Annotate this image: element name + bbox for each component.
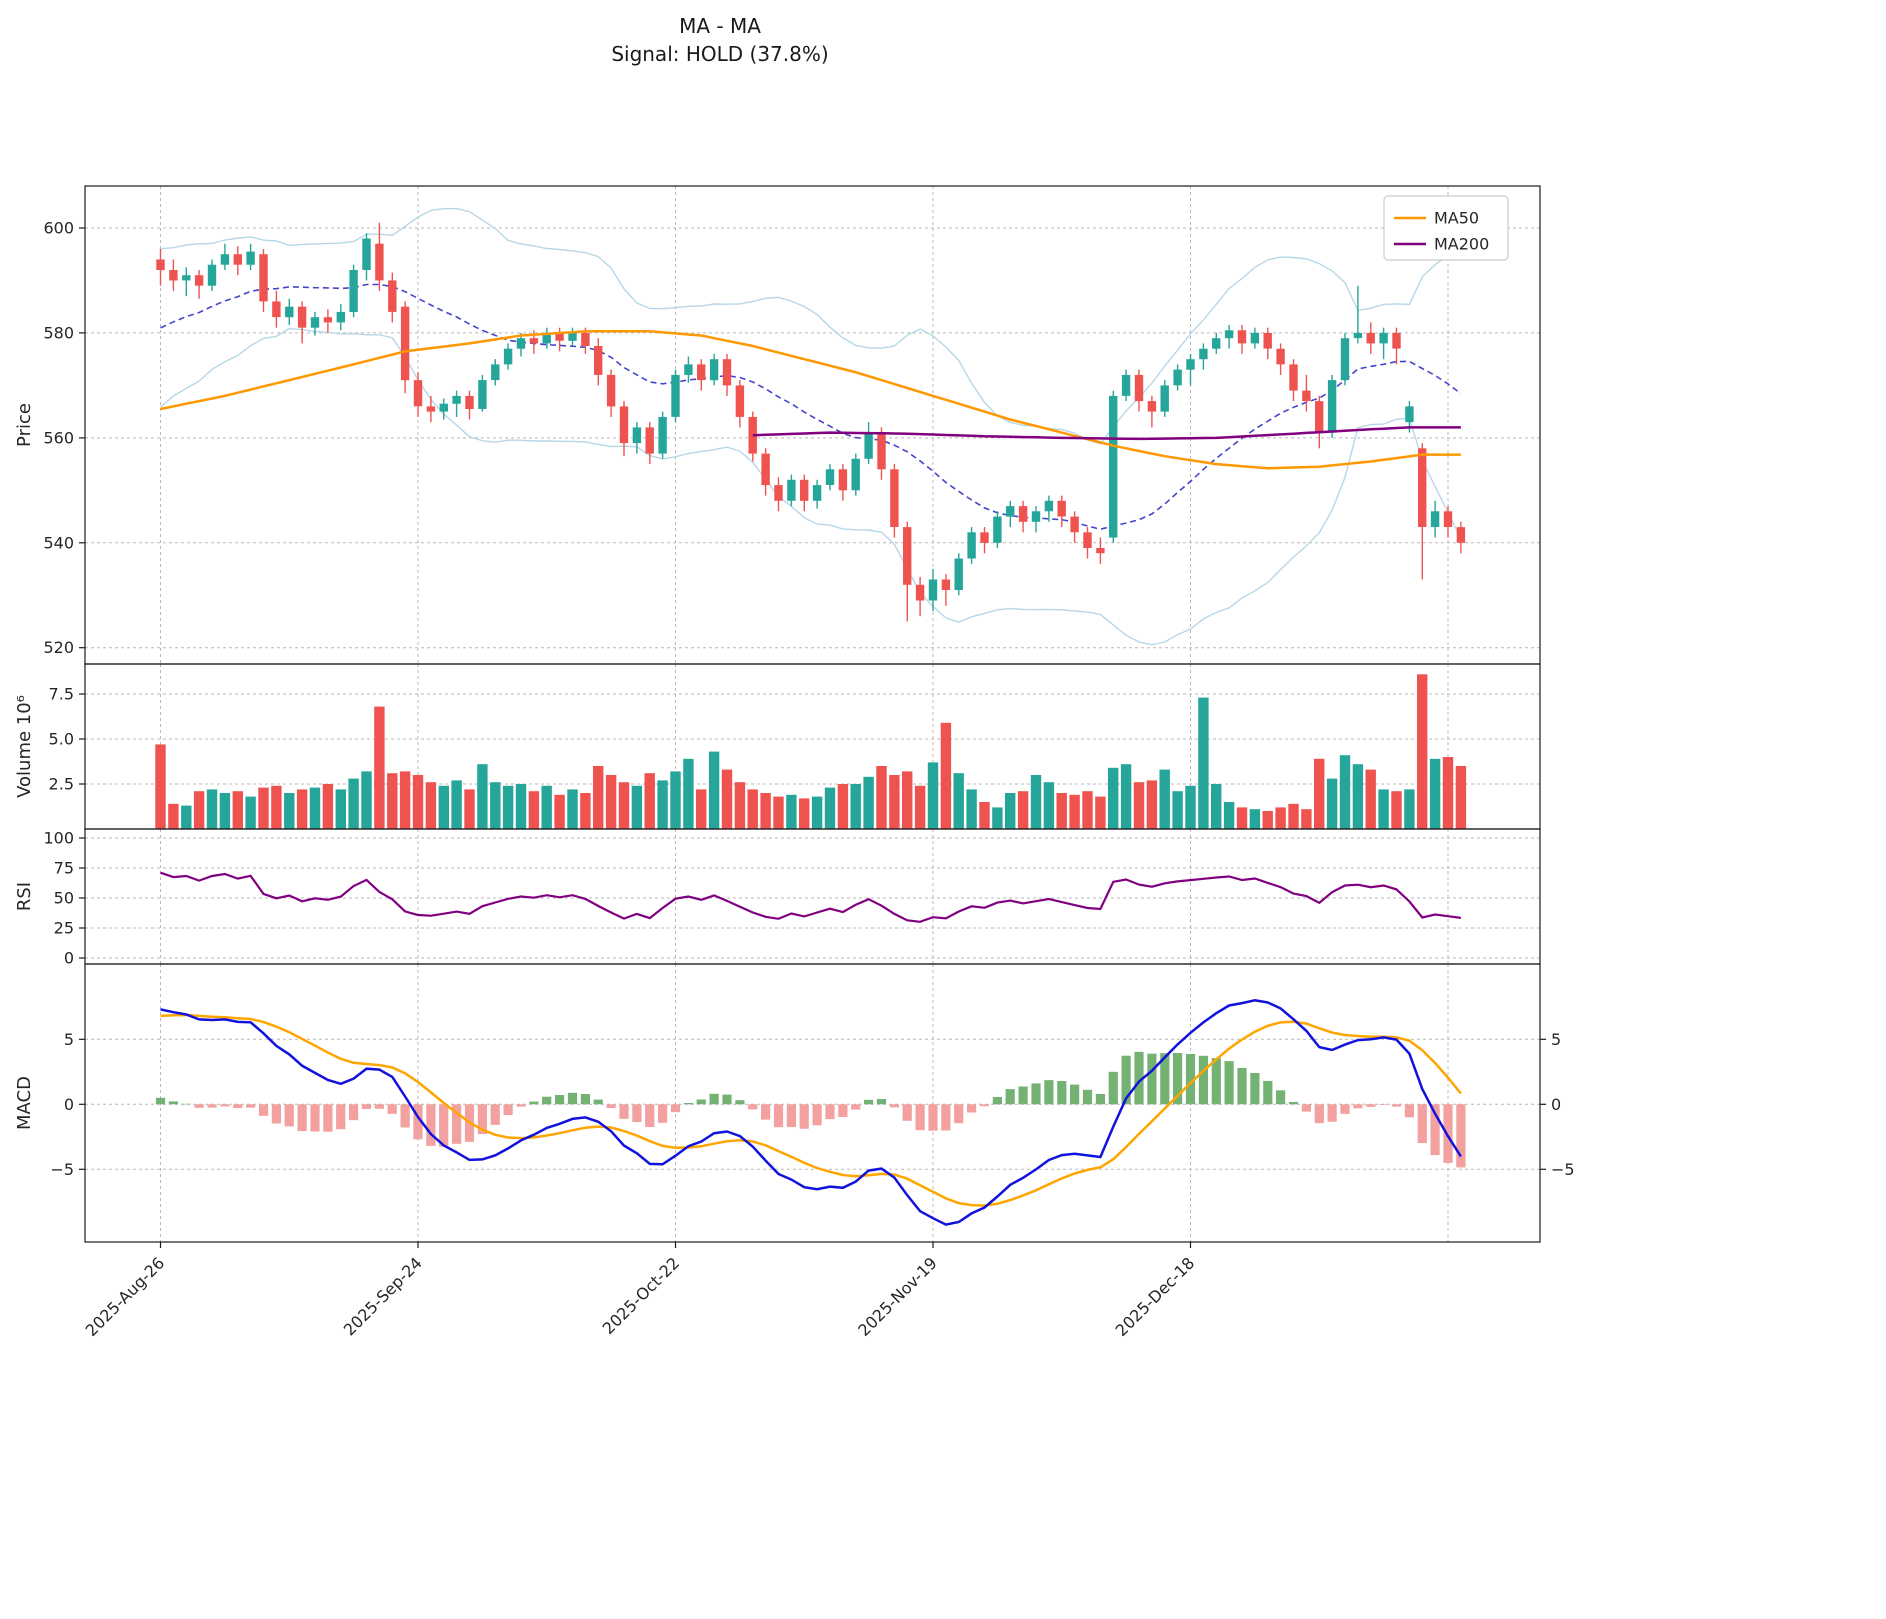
legend-ma200-label: MA200 bbox=[1434, 235, 1489, 254]
svg-text:50: 50 bbox=[54, 889, 74, 908]
x-axis: 2025-Aug-26 2025-Sep-24 2025-Oct-22 2025-No… bbox=[82, 1242, 1199, 1340]
svg-text:0: 0 bbox=[1551, 1095, 1561, 1114]
bb-lower-line bbox=[160, 327, 1462, 646]
macd-axis-title: MACD bbox=[14, 1076, 35, 1130]
macd-axis: −5 0 5 −5 0 5 bbox=[50, 1030, 1574, 1179]
bb-mid-line bbox=[160, 283, 1462, 531]
rsi-line bbox=[160, 871, 1462, 923]
bb-upper-line bbox=[160, 207, 1462, 445]
panel-borders bbox=[84, 185, 1541, 1243]
svg-text:0: 0 bbox=[64, 1095, 74, 1114]
rsi-axis: 0 25 50 75 100 bbox=[43, 829, 85, 968]
volume-axis: 2.5 5.0 7.5 bbox=[49, 685, 85, 794]
svg-text:5: 5 bbox=[1551, 1030, 1561, 1049]
svg-text:580: 580 bbox=[43, 323, 74, 342]
price-axis: 520 540 560 580 600 bbox=[43, 219, 85, 657]
svg-text:25: 25 bbox=[54, 919, 74, 938]
chart-signal-subtitle: Signal: HOLD (37.8%) bbox=[611, 42, 829, 66]
svg-text:−5: −5 bbox=[50, 1160, 74, 1179]
svg-text:5: 5 bbox=[64, 1030, 74, 1049]
svg-text:2025-Dec-18: 2025-Dec-18 bbox=[1112, 1253, 1199, 1340]
chart-title: MA - MA bbox=[679, 14, 761, 38]
svg-text:5.0: 5.0 bbox=[49, 730, 74, 749]
candlesticks bbox=[156, 222, 1466, 622]
svg-text:2025-Oct-22: 2025-Oct-22 bbox=[599, 1253, 684, 1338]
rsi-axis-title: RSI bbox=[14, 882, 35, 911]
chart-title-block: MA - MA Signal: HOLD (37.8%) bbox=[0, 12, 1440, 68]
svg-text:0: 0 bbox=[64, 949, 74, 968]
price-axis-title: Price bbox=[14, 403, 35, 447]
svg-text:560: 560 bbox=[43, 428, 74, 447]
svg-text:2025-Nov-19: 2025-Nov-19 bbox=[854, 1253, 941, 1340]
svg-text:600: 600 bbox=[43, 219, 74, 238]
ma50-line bbox=[160, 330, 1461, 470]
svg-text:2025-Sep-24: 2025-Sep-24 bbox=[340, 1253, 426, 1339]
svg-text:520: 520 bbox=[43, 638, 74, 657]
ma200-line bbox=[752, 426, 1461, 441]
legend: MA50 MA200 bbox=[1383, 195, 1509, 261]
grid-layer bbox=[85, 186, 1540, 1242]
macd-histogram bbox=[155, 1051, 1466, 1168]
volume-axis-title: Volume 10⁶ bbox=[14, 695, 35, 798]
macd-signal-line bbox=[160, 1013, 1462, 1207]
svg-text:75: 75 bbox=[54, 859, 74, 878]
svg-text:2.5: 2.5 bbox=[49, 775, 74, 794]
legend-ma50-label: MA50 bbox=[1434, 209, 1479, 228]
volume-bars bbox=[155, 674, 1467, 829]
macd-line bbox=[160, 999, 1462, 1226]
svg-text:100: 100 bbox=[43, 829, 74, 848]
svg-text:2025-Aug-26: 2025-Aug-26 bbox=[82, 1253, 169, 1340]
svg-text:540: 540 bbox=[43, 533, 74, 552]
svg-text:7.5: 7.5 bbox=[49, 685, 74, 704]
svg-text:−5: −5 bbox=[1551, 1160, 1575, 1179]
axis-titles: Price Volume 10⁶ RSI MACD bbox=[14, 403, 35, 1130]
